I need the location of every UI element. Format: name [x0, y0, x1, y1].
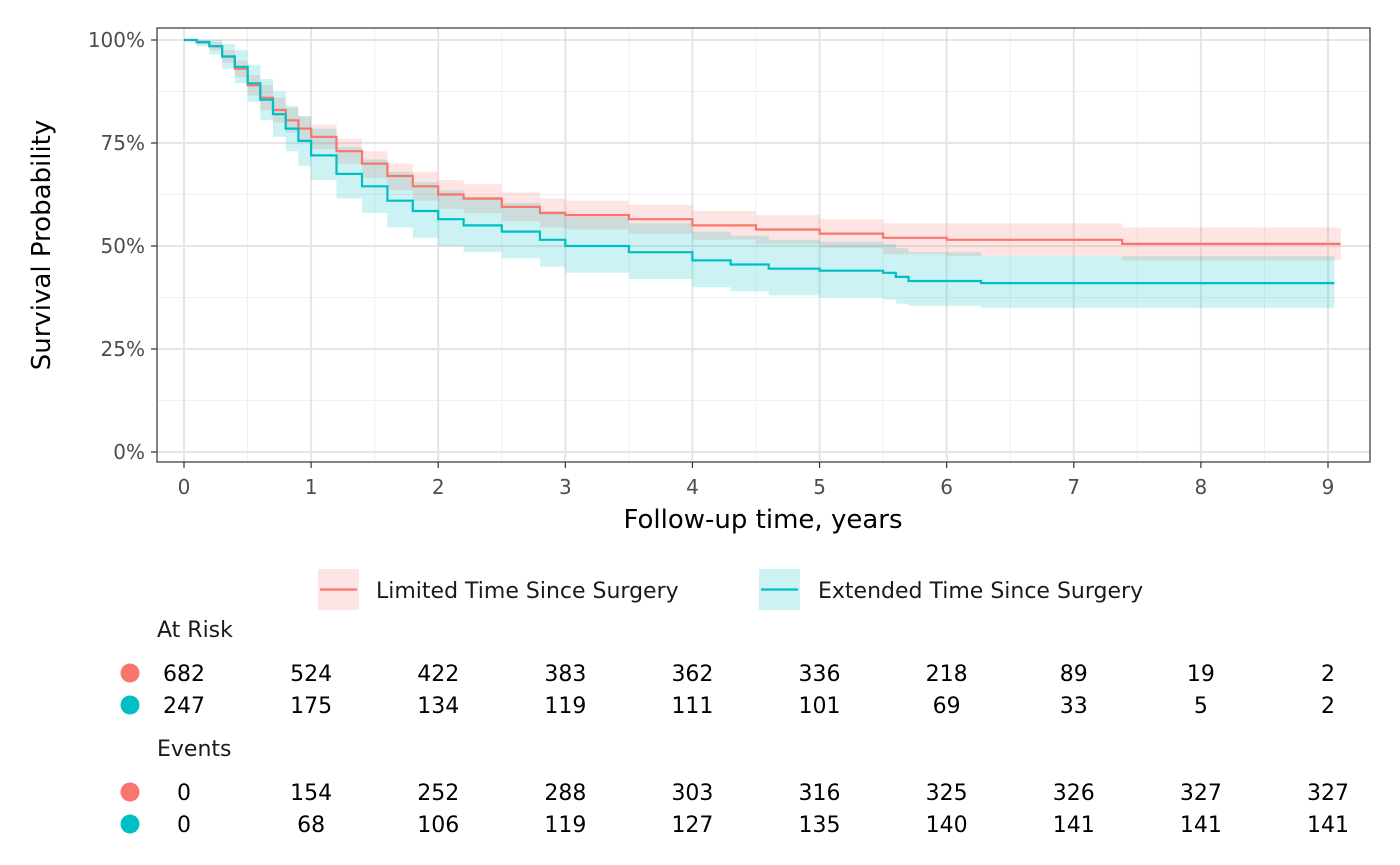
ci-band-limited [184, 40, 1341, 261]
risk-table-cell: 141 [1180, 813, 1222, 838]
risk-table-cell: 2 [1321, 662, 1335, 687]
y-axis-title: Survival Probability [27, 120, 57, 371]
y-axis: 0% 25% 50% 75% 100% [88, 28, 157, 464]
risk-table-cell: 141 [1307, 813, 1349, 838]
x-tick-label: 2 [432, 475, 445, 499]
risk-table-cell: 422 [417, 662, 459, 687]
risk-table-cell: 140 [926, 813, 968, 838]
risk-table-cell: 218 [926, 662, 968, 687]
risk-table-cell: 134 [417, 694, 459, 719]
risk-table-cell: 154 [290, 781, 332, 806]
risk-table-marker [120, 782, 140, 802]
risk-table-cell: 19 [1187, 662, 1215, 687]
risk-table-cell: 141 [1053, 813, 1095, 838]
risk-table-cell: 175 [290, 694, 332, 719]
y-tick-label: 0% [113, 440, 145, 464]
x-tick-label: 0 [178, 475, 191, 499]
x-tick-label: 8 [1195, 475, 1208, 499]
x-tick-label: 4 [686, 475, 699, 499]
risk-table-cell: 33 [1060, 694, 1088, 719]
risk-table-cell: 101 [799, 694, 841, 719]
at-risk-title: At Risk [157, 618, 233, 643]
risk-table-cell: 362 [671, 662, 713, 687]
risk-table-marker [120, 814, 140, 834]
risk-table-cell: 119 [544, 813, 586, 838]
risk-table-cell: 0 [177, 813, 191, 838]
risk-table-cell: 327 [1180, 781, 1222, 806]
risk-table-cell: 127 [671, 813, 713, 838]
survival-curves [184, 38, 1341, 285]
risk-table-cell: 5 [1194, 694, 1208, 719]
risk-table-cell: 336 [799, 662, 841, 687]
risk-table-cell: 247 [163, 694, 205, 719]
legend-label: Extended Time Since Surgery [818, 579, 1143, 604]
risk-table-cell: 252 [417, 781, 459, 806]
risk-table-cell: 524 [290, 662, 332, 687]
risk-table-cell: 327 [1307, 781, 1349, 806]
risk-table: At Risk Events 682 524 422 383 362 336 218 89 19… [120, 618, 1349, 838]
x-tick-label: 1 [305, 475, 318, 499]
risk-table-cell: 303 [671, 781, 713, 806]
x-tick-label: 5 [813, 475, 826, 499]
risk-table-cell: 326 [1053, 781, 1095, 806]
risk-table-cell: 288 [544, 781, 586, 806]
risk-table-cell: 0 [177, 781, 191, 806]
risk-table-cell: 89 [1060, 662, 1088, 687]
x-axis-title: Follow-up time, years [623, 505, 902, 535]
y-tick-label: 25% [101, 337, 145, 361]
risk-table-cell: 2 [1321, 694, 1335, 719]
y-tick-label: 50% [101, 234, 145, 258]
risk-table-cell: 119 [544, 694, 586, 719]
confidence-bands [184, 40, 1341, 308]
risk-table-cell: 69 [933, 694, 961, 719]
y-tick-label: 100% [88, 28, 145, 52]
panel-border [156, 27, 1371, 463]
risk-table-cell: 383 [544, 662, 586, 687]
legend: Limited Time Since Surgery Extended Time … [318, 569, 1143, 610]
legend-label: Limited Time Since Surgery [376, 579, 679, 604]
ci-band-extended [184, 40, 1335, 308]
risk-table-cell: 682 [163, 662, 205, 687]
grid-minor [157, 28, 1370, 462]
risk-table-cell: 135 [799, 813, 841, 838]
x-tick-label: 7 [1067, 475, 1080, 499]
risk-table-cell: 325 [926, 781, 968, 806]
risk-table-cell: 68 [297, 813, 325, 838]
events-title: Events [157, 737, 232, 762]
y-tick-label: 75% [101, 131, 145, 155]
x-axis: 0 1 2 3 4 5 6 7 8 9 [178, 462, 1335, 499]
x-tick-label: 3 [559, 475, 572, 499]
risk-table-marker [120, 695, 140, 715]
risk-table-cell: 106 [417, 813, 459, 838]
x-tick-label: 6 [940, 475, 953, 499]
risk-table-cell: 316 [799, 781, 841, 806]
risk-table-cell: 111 [671, 694, 713, 719]
x-tick-label: 9 [1322, 475, 1335, 499]
survival-line-extended [184, 38, 1335, 285]
risk-table-marker [120, 663, 140, 683]
